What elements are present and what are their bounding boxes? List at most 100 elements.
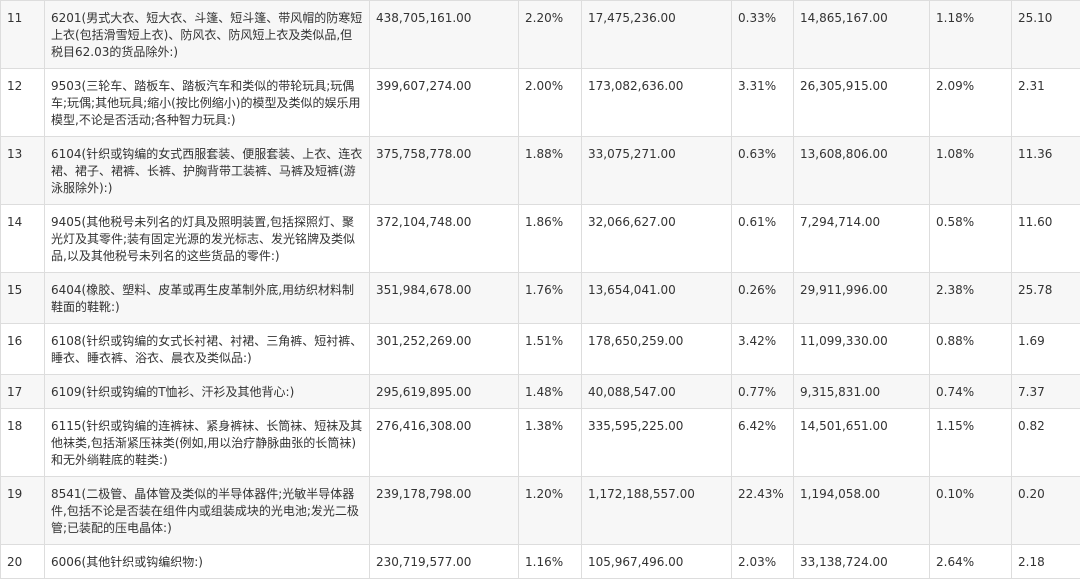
export-value-cell: 375,758,778.00 bbox=[370, 137, 519, 205]
export-share-cell: 1.48% bbox=[519, 375, 582, 409]
commodity-cell: 6006(其他针织或钩编织物:) bbox=[45, 545, 370, 579]
import-share-cell: 3.31% bbox=[732, 69, 794, 137]
rank-cell: 18 bbox=[1, 409, 45, 477]
rank-cell: 20 bbox=[1, 545, 45, 579]
import-value-cell: 1,172,188,557.00 bbox=[582, 477, 732, 545]
share-c-cell: 1.15% bbox=[930, 409, 1012, 477]
export-value-cell: 399,607,274.00 bbox=[370, 69, 519, 137]
share-c-cell: 2.38% bbox=[930, 273, 1012, 324]
commodity-cell: 9405(其他税号未列名的灯具及照明装置,包括探照灯、聚光灯及其零件;装有固定光… bbox=[45, 205, 370, 273]
import-share-cell: 0.77% bbox=[732, 375, 794, 409]
rank-cell: 16 bbox=[1, 324, 45, 375]
value-c-cell: 11,099,330.00 bbox=[794, 324, 930, 375]
ratio-cell: 11.36 bbox=[1012, 137, 1080, 205]
ratio-cell: 0.20 bbox=[1012, 477, 1080, 545]
value-c-cell: 9,315,831.00 bbox=[794, 375, 930, 409]
value-c-cell: 13,608,806.00 bbox=[794, 137, 930, 205]
import-share-cell: 0.26% bbox=[732, 273, 794, 324]
import-share-cell: 0.63% bbox=[732, 137, 794, 205]
export-share-cell: 2.20% bbox=[519, 1, 582, 69]
export-share-cell: 1.86% bbox=[519, 205, 582, 273]
export-share-cell: 1.38% bbox=[519, 409, 582, 477]
import-value-cell: 33,075,271.00 bbox=[582, 137, 732, 205]
import-value-cell: 32,066,627.00 bbox=[582, 205, 732, 273]
commodity-cell: 6108(针织或钩编的女式长衬裙、衬裙、三角裤、短衬裤、睡衣、睡衣裤、浴衣、晨衣… bbox=[45, 324, 370, 375]
value-c-cell: 7,294,714.00 bbox=[794, 205, 930, 273]
ratio-cell: 25.10 bbox=[1012, 1, 1080, 69]
ratio-cell: 2.18 bbox=[1012, 545, 1080, 579]
import-value-cell: 178,650,259.00 bbox=[582, 324, 732, 375]
ratio-cell: 7.37 bbox=[1012, 375, 1080, 409]
export-share-cell: 2.00% bbox=[519, 69, 582, 137]
export-share-cell: 1.88% bbox=[519, 137, 582, 205]
import-value-cell: 105,967,496.00 bbox=[582, 545, 732, 579]
rank-cell: 17 bbox=[1, 375, 45, 409]
value-c-cell: 14,501,651.00 bbox=[794, 409, 930, 477]
share-c-cell: 0.10% bbox=[930, 477, 1012, 545]
commodity-cell: 9503(三轮车、踏板车、踏板汽车和类似的带轮玩具;玩偶车;玩偶;其他玩具;缩小… bbox=[45, 69, 370, 137]
ratio-cell: 1.69 bbox=[1012, 324, 1080, 375]
export-value-cell: 438,705,161.00 bbox=[370, 1, 519, 69]
rank-cell: 13 bbox=[1, 137, 45, 205]
import-share-cell: 2.03% bbox=[732, 545, 794, 579]
import-share-cell: 0.33% bbox=[732, 1, 794, 69]
share-c-cell: 1.18% bbox=[930, 1, 1012, 69]
import-value-cell: 17,475,236.00 bbox=[582, 1, 732, 69]
share-c-cell: 0.74% bbox=[930, 375, 1012, 409]
value-c-cell: 1,194,058.00 bbox=[794, 477, 930, 545]
share-c-cell: 2.09% bbox=[930, 69, 1012, 137]
rank-cell: 14 bbox=[1, 205, 45, 273]
ratio-cell: 0.82 bbox=[1012, 409, 1080, 477]
import-value-cell: 13,654,041.00 bbox=[582, 273, 732, 324]
export-value-cell: 295,619,895.00 bbox=[370, 375, 519, 409]
import-share-cell: 22.43% bbox=[732, 477, 794, 545]
value-c-cell: 26,305,915.00 bbox=[794, 69, 930, 137]
rank-cell: 11 bbox=[1, 1, 45, 69]
export-value-cell: 301,252,269.00 bbox=[370, 324, 519, 375]
export-value-cell: 230,719,577.00 bbox=[370, 545, 519, 579]
value-c-cell: 14,865,167.00 bbox=[794, 1, 930, 69]
commodity-cell: 6404(橡胶、塑料、皮革或再生皮革制外底,用纺织材料制鞋面的鞋靴:) bbox=[45, 273, 370, 324]
export-value-cell: 276,416,308.00 bbox=[370, 409, 519, 477]
import-value-cell: 335,595,225.00 bbox=[582, 409, 732, 477]
import-share-cell: 0.61% bbox=[732, 205, 794, 273]
ratio-cell: 11.60 bbox=[1012, 205, 1080, 273]
import-value-cell: 40,088,547.00 bbox=[582, 375, 732, 409]
commodity-cell: 6104(针织或钩编的女式西服套装、便服套装、上衣、连衣裙、裙子、裙裤、长裤、护… bbox=[45, 137, 370, 205]
export-share-cell: 1.51% bbox=[519, 324, 582, 375]
commodity-cell: 6115(针织或钩编的连裤袜、紧身裤袜、长筒袜、短袜及其他袜类,包括渐紧压袜类(… bbox=[45, 409, 370, 477]
export-share-cell: 1.76% bbox=[519, 273, 582, 324]
share-c-cell: 0.58% bbox=[930, 205, 1012, 273]
share-c-cell: 1.08% bbox=[930, 137, 1012, 205]
commodity-cell: 6201(男式大衣、短大衣、斗篷、短斗篷、带风帽的防寒短上衣(包括滑雪短上衣)、… bbox=[45, 1, 370, 69]
export-share-cell: 1.20% bbox=[519, 477, 582, 545]
rank-cell: 15 bbox=[1, 273, 45, 324]
export-value-cell: 372,104,748.00 bbox=[370, 205, 519, 273]
import-share-cell: 3.42% bbox=[732, 324, 794, 375]
rank-cell: 19 bbox=[1, 477, 45, 545]
export-value-cell: 239,178,798.00 bbox=[370, 477, 519, 545]
rank-cell: 12 bbox=[1, 69, 45, 137]
value-c-cell: 29,911,996.00 bbox=[794, 273, 930, 324]
export-share-cell: 1.16% bbox=[519, 545, 582, 579]
share-c-cell: 0.88% bbox=[930, 324, 1012, 375]
value-c-cell: 33,138,724.00 bbox=[794, 545, 930, 579]
share-c-cell: 2.64% bbox=[930, 545, 1012, 579]
export-value-cell: 351,984,678.00 bbox=[370, 273, 519, 324]
import-value-cell: 173,082,636.00 bbox=[582, 69, 732, 137]
ratio-cell: 2.31 bbox=[1012, 69, 1080, 137]
commodity-cell: 8541(二极管、晶体管及类似的半导体器件;光敏半导体器件,包括不论是否装在组件… bbox=[45, 477, 370, 545]
import-share-cell: 6.42% bbox=[732, 409, 794, 477]
